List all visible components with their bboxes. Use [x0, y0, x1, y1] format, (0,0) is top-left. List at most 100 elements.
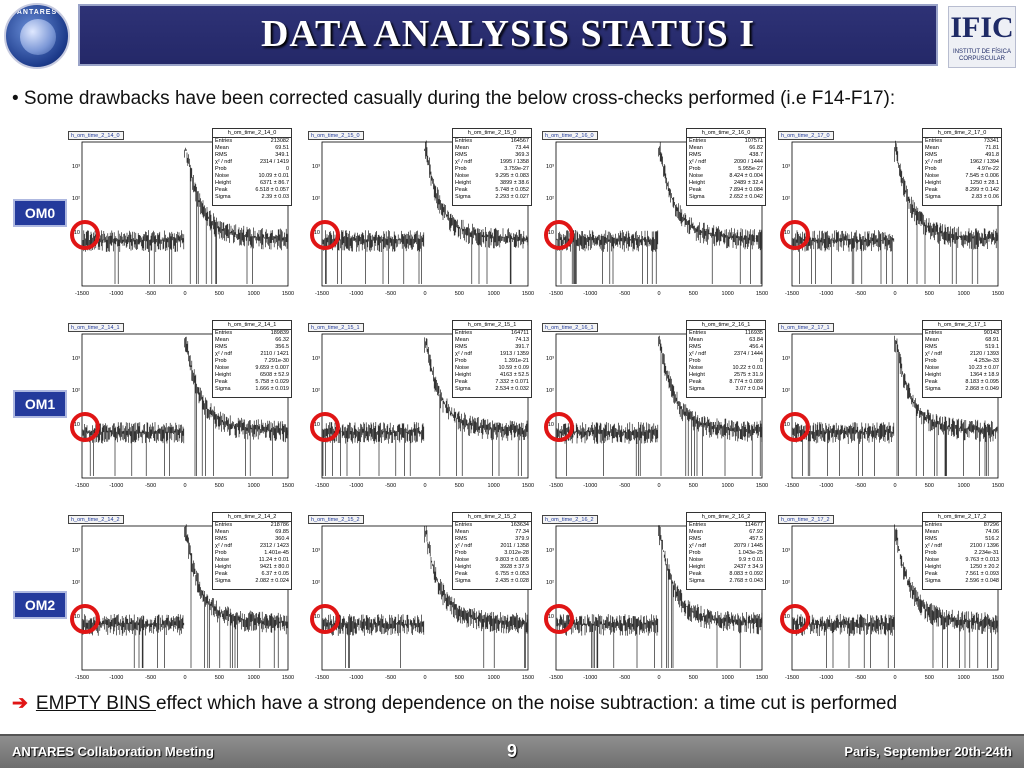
stats-row: Mean 63.84: [687, 337, 765, 344]
stats-key: Prob: [455, 550, 467, 556]
y-tick-label: 10²: [312, 388, 320, 394]
stats-row: Entries 213082: [213, 138, 291, 145]
stats-key: Entries: [455, 522, 473, 528]
empty-bins-highlight-circle: [70, 604, 100, 634]
x-tick-label: -1500: [549, 291, 563, 297]
x-tick-label: -1000: [583, 483, 597, 489]
stats-value: 8.083 ± 0.092: [729, 571, 763, 577]
x-tick-label: -500: [619, 291, 630, 297]
stats-key: Peak: [925, 187, 938, 193]
stats-row: Sigma 2.652 ± 0.042: [687, 194, 765, 201]
x-tick-label: 1000: [488, 675, 500, 681]
stats-row: Height 2437 ± 34.9: [687, 564, 765, 571]
stats-row: Peak 5.748 ± 0.052: [453, 187, 531, 194]
x-tick-label: 1000: [248, 483, 260, 489]
stats-row: χ² / ndf 1995 / 1358: [453, 159, 531, 166]
empty-bins-highlight-circle: [310, 412, 340, 442]
bullet-text: • Some drawbacks have been corrected cas…: [12, 88, 896, 109]
footer-bar: ANTARES Collaboration Meeting 9 Paris, S…: [0, 734, 1024, 768]
stats-key: RMS: [925, 152, 938, 158]
stats-row: Noise 9.803 ± 0.085: [453, 557, 531, 564]
stats-value: 8.183 ± 0.095: [965, 379, 999, 385]
x-tick-label: 500: [215, 291, 224, 297]
stats-row: Peak 7.561 ± 0.093: [923, 571, 1001, 578]
x-tick-label: 1500: [522, 291, 534, 297]
stats-value: 73.44: [515, 145, 529, 151]
x-tick-label: 1500: [522, 483, 534, 489]
stats-value: 1.401e-45: [264, 550, 289, 556]
stats-value: 6371 ± 86.7: [259, 180, 289, 186]
x-tick-label: -500: [385, 291, 396, 297]
x-tick-label: 1000: [248, 675, 260, 681]
stats-value: 391.7: [515, 344, 529, 350]
stats-key: Entries: [215, 138, 233, 144]
stats-key: χ² / ndf: [689, 543, 706, 549]
stats-value: 3.012e-28: [504, 550, 529, 556]
stats-value: 1250 ± 28.1: [969, 180, 999, 186]
stats-row: χ² / ndf 2120 / 1393: [923, 351, 1001, 358]
stats-key: Entries: [215, 330, 233, 336]
stats-row: Noise 10.59 ± 0.09: [453, 365, 531, 372]
histogram-name-tag: h_om_time_2_16_1: [542, 323, 598, 332]
histogram-panel: -1500 -1000 -500 0 500 1000 1500 10³ 10² 10 h_om_t…: [66, 320, 296, 502]
histogram-name-tag: h_om_time_2_14_2: [68, 515, 124, 524]
stats-key: RMS: [455, 344, 468, 350]
stats-row: χ² / ndf 1913 / 1359: [453, 351, 531, 358]
stats-key: Peak: [455, 187, 468, 193]
stats-box: h_om_time_2_14_2 Entries 218786 Mean 69.85 RM…: [212, 512, 292, 590]
stats-key: Height: [689, 372, 705, 378]
stats-row: Peak 6.37 ± 0.05: [213, 571, 291, 578]
stats-row: Noise 8.424 ± 0.004: [687, 173, 765, 180]
stats-row: Noise 10.23 ± 0.07: [923, 365, 1001, 372]
stats-row: Entries 163634: [453, 522, 531, 529]
stats-row: RMS 456.4: [687, 344, 765, 351]
stats-key: Noise: [689, 173, 704, 179]
x-tick-label: 500: [215, 483, 224, 489]
stats-row: Peak 8.183 ± 0.095: [923, 379, 1001, 386]
x-tick-label: 0: [423, 483, 426, 489]
y-tick-label: 10³: [312, 548, 320, 554]
stats-key: RMS: [215, 536, 228, 542]
stats-row: Sigma 2.435 ± 0.028: [453, 578, 531, 585]
stats-key: χ² / ndf: [455, 351, 472, 357]
stats-value: 6508 ± 52.9: [259, 372, 289, 378]
stats-row: Mean 69.51: [213, 145, 291, 152]
x-tick-label: 0: [183, 291, 186, 297]
x-tick-label: 1000: [722, 291, 734, 297]
stats-row: χ² / ndf 2100 / 1396: [923, 543, 1001, 550]
x-tick-label: 1500: [756, 291, 768, 297]
x-tick-label: 1000: [958, 675, 970, 681]
stats-value: 2.83 ± 0.06: [971, 194, 999, 200]
stats-key: RMS: [689, 152, 702, 158]
om-label-2: OM2: [13, 591, 67, 619]
stats-value: 491.8: [985, 152, 999, 158]
x-tick-label: -500: [619, 675, 630, 681]
stats-value: 66.32: [275, 337, 289, 343]
stats-key: Noise: [925, 173, 940, 179]
stats-value: 10.59 ± 0.09: [498, 365, 529, 371]
y-tick-label: 10³: [782, 356, 790, 362]
stats-row: χ² / ndf 2090 / 1444: [687, 159, 765, 166]
y-tick-label: 10²: [546, 388, 554, 394]
stats-row: Noise 11.24 ± 0.01: [213, 557, 291, 564]
stats-key: Entries: [925, 330, 943, 336]
stats-row: Mean 68.91: [923, 337, 1001, 344]
x-tick-label: -1000: [349, 483, 363, 489]
stats-row: Peak 8.774 ± 0.089: [687, 379, 765, 386]
stats-value: 2489 ± 32.4: [733, 180, 763, 186]
y-tick-label: 10³: [72, 548, 80, 554]
stats-value: 2.293 ± 0.027: [495, 194, 529, 200]
stats-key: χ² / ndf: [455, 159, 472, 165]
stats-row: Noise 9.659 ± 0.007: [213, 365, 291, 372]
stats-value: 4.253e-33: [974, 358, 999, 364]
stats-row: Height 3928 ± 37.9: [453, 564, 531, 571]
stats-row: Prob 1.043e-25: [687, 550, 765, 557]
stats-row: Peak 6.518 ± 0.057: [213, 187, 291, 194]
stats-row: χ² / ndf 2314 / 1419: [213, 159, 291, 166]
stats-value: 456.4: [749, 344, 763, 350]
stats-key: χ² / ndf: [925, 543, 942, 549]
stats-box-title: h_om_time_2_15_2: [453, 513, 531, 522]
stats-row: Noise 9.763 ± 0.013: [923, 557, 1001, 564]
stats-key: Mean: [215, 529, 229, 535]
